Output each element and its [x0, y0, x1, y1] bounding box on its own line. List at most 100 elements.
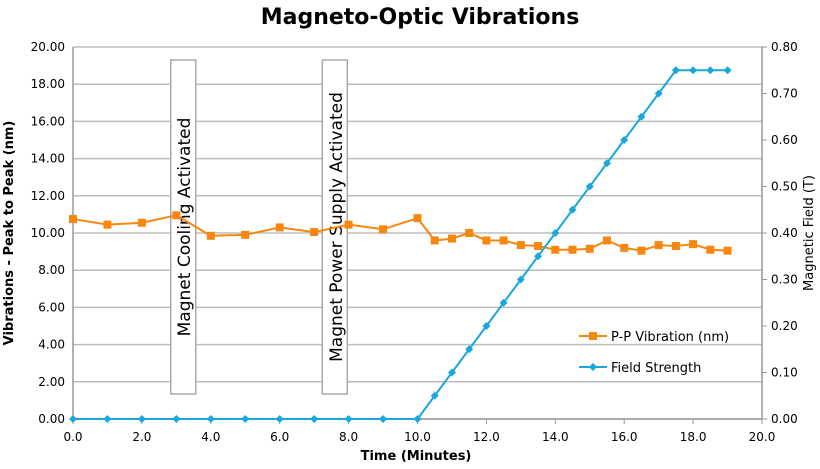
data-point: [637, 112, 646, 121]
data-point: [103, 220, 112, 229]
data-point: [723, 66, 732, 75]
data-point: [172, 211, 181, 220]
x-tick-label: 4.0: [201, 430, 220, 444]
y2-tick-label: 0.60: [771, 133, 798, 147]
data-point: [654, 89, 663, 98]
legend-label: Field Strength: [611, 361, 701, 376]
data-point: [534, 242, 543, 251]
data-point: [379, 415, 388, 423]
data-point: [172, 415, 181, 423]
x-tick-label: 10.0: [404, 430, 431, 444]
y2-tick-label: 0.70: [771, 87, 798, 101]
data-point: [706, 245, 715, 254]
y-tick-label: 20.00: [31, 40, 65, 54]
y-tick-label: 18.00: [31, 77, 65, 91]
y2-tick-label: 0.80: [771, 40, 798, 54]
data-point: [482, 322, 491, 330]
data-point: [206, 415, 215, 423]
x-tick-label: 0.0: [63, 430, 82, 444]
y-tick-label: 10.00: [31, 226, 65, 240]
data-point: [430, 236, 439, 245]
y2-tick-label: 0.00: [771, 412, 798, 426]
data-point: [654, 241, 663, 250]
data-point: [620, 136, 629, 144]
y-tick-label: 2.00: [38, 375, 65, 389]
data-point: [275, 223, 284, 232]
y2-tick-label: 0.50: [771, 180, 798, 194]
data-point: [637, 246, 646, 255]
data-point: [379, 225, 388, 234]
y-tick-label: 4.00: [38, 338, 65, 352]
data-point: [602, 236, 611, 245]
data-point: [241, 230, 250, 239]
data-point: [447, 368, 456, 377]
x-tick-label: 16.0: [611, 430, 638, 444]
data-point: [706, 66, 715, 75]
legend-marker: [589, 363, 597, 371]
x-tick-label: 6.0: [270, 430, 289, 444]
legend-label: P-P Vibration (nm): [611, 330, 729, 345]
data-point: [689, 66, 698, 75]
data-point: [137, 415, 146, 423]
data-point: [310, 228, 319, 237]
data-point: [344, 220, 353, 229]
data-point: [275, 415, 284, 423]
data-point: [671, 66, 680, 75]
data-point: [413, 415, 422, 423]
y-tick-label: 0.00: [38, 412, 65, 426]
data-point: [413, 214, 422, 223]
data-point: [568, 245, 577, 254]
data-point: [602, 159, 611, 168]
data-point: [447, 234, 456, 243]
data-point: [241, 415, 250, 423]
data-point: [482, 236, 491, 245]
data-point: [516, 241, 525, 250]
data-point: [585, 244, 594, 253]
data-point: [69, 415, 77, 423]
annotation-label: Magnet Cooling Activated: [175, 118, 195, 337]
x-tick-label: 18.0: [680, 430, 707, 444]
data-point: [568, 205, 577, 214]
annotation-box: [169, 59, 197, 395]
y2-tick-label: 0.20: [771, 319, 798, 333]
data-point: [206, 231, 215, 240]
y-tick-label: 8.00: [38, 263, 65, 277]
data-point: [465, 345, 474, 354]
data-point: [534, 252, 543, 261]
data-point: [69, 215, 77, 224]
y-tick-label: 14.00: [31, 152, 65, 166]
y-tick-label: 6.00: [38, 300, 65, 314]
y-axis-label: Vibrations - Peak to Peak (nm): [2, 121, 17, 346]
data-point: [430, 391, 439, 400]
data-point: [551, 229, 560, 237]
data-point: [723, 246, 732, 255]
data-point: [499, 236, 508, 245]
y2-axis-label: Magnetic Field (T): [802, 175, 817, 291]
data-point: [671, 242, 680, 251]
chart-title: Magneto-Optic Vibrations: [261, 5, 580, 30]
data-point: [516, 275, 525, 284]
y2-tick-label: 0.40: [771, 226, 798, 240]
data-point: [689, 240, 698, 249]
x-tick-label: 8.0: [339, 430, 358, 444]
y2-tick-label: 0.30: [771, 273, 798, 287]
x-tick-label: 2.0: [132, 430, 151, 444]
legend-marker: [589, 332, 597, 340]
data-point: [499, 298, 508, 307]
data-point: [585, 182, 594, 191]
y-tick-label: 12.00: [31, 189, 65, 203]
x-axis-label: Time (Minutes): [361, 449, 472, 464]
data-point: [103, 415, 112, 423]
data-point: [620, 243, 629, 252]
x-tick-label: 20.0: [749, 430, 776, 444]
data-point: [465, 229, 474, 237]
data-point: [137, 218, 146, 227]
data-point: [310, 415, 319, 423]
y2-tick-label: 0.10: [771, 366, 798, 380]
y-tick-label: 16.00: [31, 114, 65, 128]
data-point: [551, 245, 560, 254]
x-tick-label: 14.0: [542, 430, 569, 444]
x-tick-label: 12.0: [473, 430, 500, 444]
